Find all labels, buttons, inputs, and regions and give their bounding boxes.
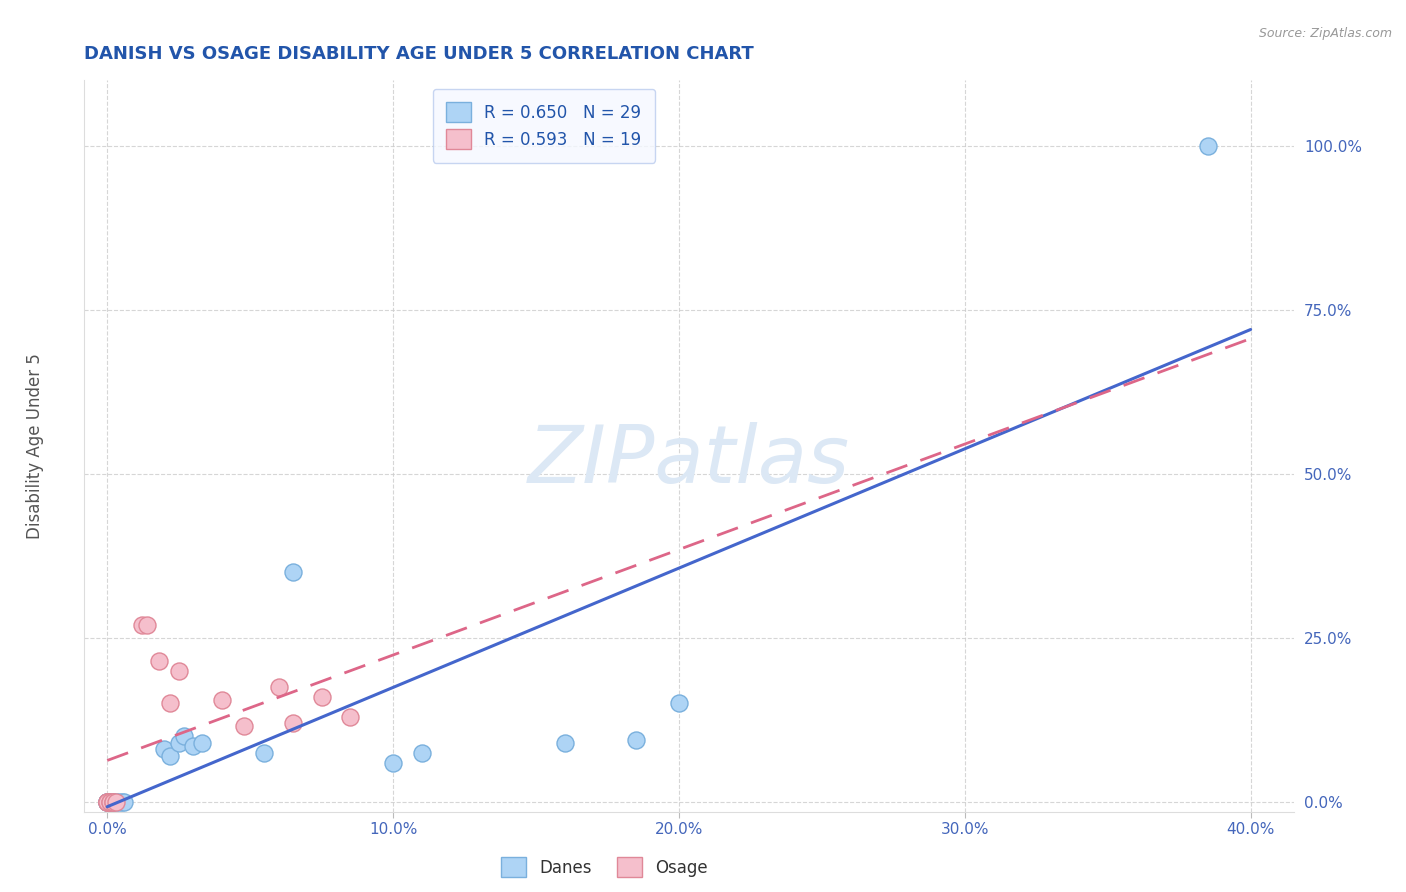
Point (96, 795, 118, 809)
Text: DANISH VS OSAGE DISABILITY AGE UNDER 5 CORRELATION CHART: DANISH VS OSAGE DISABILITY AGE UNDER 5 C… (84, 45, 754, 62)
Point (1197, 139, 1219, 153)
Point (167, 664, 190, 678)
Point (110, 795, 132, 809)
Point (167, 736, 190, 750)
Point (233, 719, 256, 733)
Text: ZIPatlas: ZIPatlas (527, 422, 851, 500)
Point (101, 795, 124, 809)
Point (96, 795, 118, 809)
Point (98, 795, 121, 809)
Point (112, 795, 135, 809)
Point (181, 739, 204, 753)
Point (96, 795, 118, 809)
Point (190, 736, 212, 750)
Point (624, 732, 647, 747)
Point (159, 697, 181, 711)
Point (311, 690, 333, 704)
Point (101, 795, 124, 809)
Point (96, 795, 118, 809)
Point (98, 795, 121, 809)
Point (136, 617, 159, 632)
Point (98, 795, 121, 809)
Point (281, 566, 304, 580)
Point (554, 736, 576, 750)
Point (96, 795, 118, 809)
Point (98, 795, 121, 809)
Point (96, 795, 118, 809)
Point (339, 709, 361, 723)
Point (107, 795, 129, 809)
Point (96, 795, 118, 809)
Point (104, 795, 127, 809)
Text: Disability Age Under 5: Disability Age Under 5 (27, 353, 44, 539)
Point (173, 729, 195, 743)
Point (382, 756, 405, 770)
Legend: Danes, Osage: Danes, Osage (495, 850, 714, 884)
Point (411, 746, 433, 760)
Point (668, 697, 690, 711)
Point (98, 795, 121, 809)
Point (159, 748, 181, 763)
Point (148, 654, 170, 668)
Point (131, 617, 153, 632)
Point (101, 795, 124, 809)
Point (104, 795, 127, 809)
Point (253, 746, 276, 760)
Text: Source: ZipAtlas.com: Source: ZipAtlas.com (1258, 27, 1392, 40)
Point (267, 680, 290, 694)
Point (96, 795, 118, 809)
Point (98, 795, 121, 809)
Point (153, 742, 176, 756)
Point (101, 795, 124, 809)
Point (281, 716, 304, 731)
Point (211, 693, 233, 707)
